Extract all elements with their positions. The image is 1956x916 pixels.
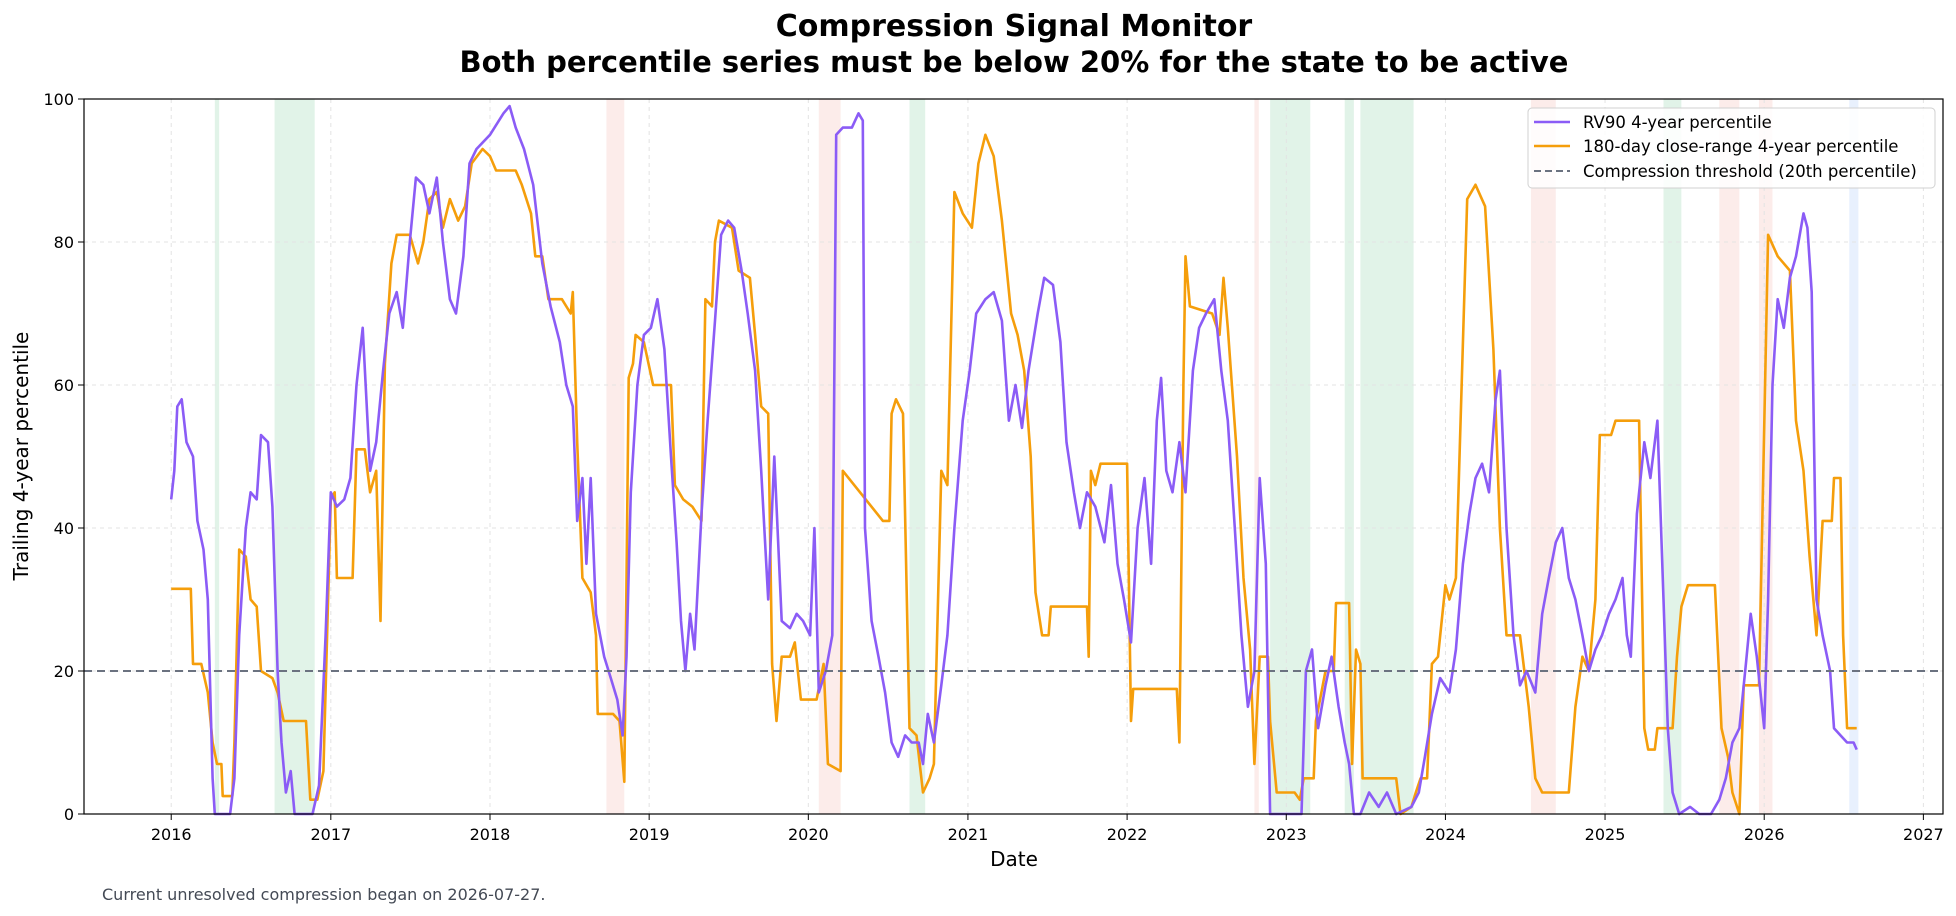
x-tick-label: 2018: [470, 825, 511, 844]
shaded-period-green: [1360, 99, 1414, 814]
series-line-rv90: [169, 104, 1858, 816]
footnote: Current unresolved compression began on …: [102, 885, 545, 904]
shaded-period-green: [1344, 99, 1354, 814]
series-lines: [169, 104, 1858, 816]
series-line-close-range: [171, 133, 1857, 816]
y-tick-label: 100: [43, 90, 74, 109]
x-tick-label: 2017: [310, 825, 351, 844]
y-tick-label: 80: [54, 233, 74, 252]
shaded-period-red: [606, 99, 625, 814]
shaded-period-red: [1719, 99, 1740, 814]
legend-label-close-range: 180-day close-range 4-year percentile: [1583, 137, 1898, 156]
x-axis-label: Date: [990, 847, 1038, 871]
shaded-period-green: [909, 99, 926, 814]
shaded-period-red: [1254, 99, 1259, 814]
x-tick-label: 2026: [1744, 825, 1785, 844]
y-axis-label: Trailing 4-year percentile: [9, 332, 33, 582]
shaded-period-green: [1270, 99, 1311, 814]
shaded-period-red: [1530, 99, 1556, 814]
x-tick-label: 2016: [151, 825, 192, 844]
shaded-period-green: [274, 99, 315, 814]
x-tick-label: 2019: [629, 825, 670, 844]
legend-label-threshold: Compression threshold (20th percentile): [1583, 162, 1917, 181]
x-tick-label: 2024: [1425, 825, 1466, 844]
y-axis: 0 20 40 60 80 100: [43, 90, 84, 824]
shaded-period-green: [214, 99, 220, 814]
shaded-period-red: [818, 99, 841, 814]
shaded-periods: [214, 99, 1859, 814]
x-tick-label: 2025: [1585, 825, 1626, 844]
x-tick-label: 2020: [788, 825, 829, 844]
x-axis: 2016 2017 2018 2019 2020 2021 2022 2023 2024 2025…: [151, 814, 1944, 844]
shaded-period-blue: [1849, 99, 1859, 814]
y-tick-label: 60: [54, 376, 74, 395]
y-tick-label: 20: [54, 662, 74, 681]
legend-box: [1527, 107, 1936, 189]
x-tick-label: 2022: [1107, 825, 1148, 844]
shaded-period-red: [1758, 99, 1773, 814]
legend-label-rv90: RV90 4-year percentile: [1583, 113, 1772, 132]
x-tick-label: 2021: [948, 825, 989, 844]
chart-title: Compression Signal Monitor: [776, 9, 1253, 44]
y-tick-label: 0: [64, 805, 74, 824]
y-tick-label: 40: [54, 519, 74, 538]
x-tick-label: 2027: [1903, 825, 1944, 844]
x-tick-label: 2023: [1266, 825, 1307, 844]
plot-frame: [83, 98, 1944, 815]
shaded-period-green: [1663, 99, 1682, 814]
chart-subtitle: Both percentile series must be below 20%…: [460, 45, 1569, 79]
legend: RV90 4-year percentile 180-day close-ran…: [1527, 107, 1936, 189]
